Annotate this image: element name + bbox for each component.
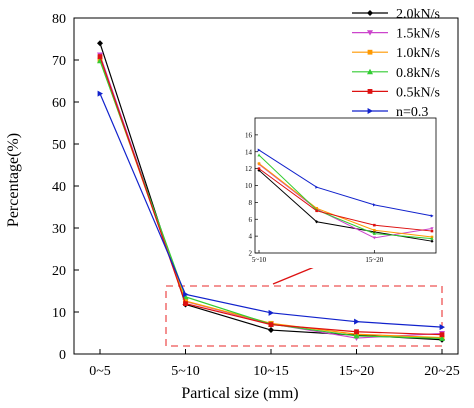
inset-data-point — [430, 237, 434, 240]
legend-marker — [367, 68, 373, 75]
x-tick-label: 15~20 — [339, 364, 375, 379]
inset-y-tick-label: 10 — [245, 182, 253, 190]
y-tick-label: 80 — [52, 12, 66, 27]
inset-data-point — [430, 214, 434, 218]
y-tick-label: 40 — [52, 180, 66, 195]
inset-y-tick-label: 16 — [245, 131, 253, 139]
inset-data-point — [372, 231, 376, 235]
legend-marker — [367, 108, 373, 114]
legend-label: 0.5kN/s — [396, 85, 440, 100]
legend: 2.0kN/s 1.5kN/s 1.0kN/s 0.8kN/s 0.5kN/s n=0.3 — [352, 7, 440, 120]
inset-x-tick-label: 15~20 — [365, 256, 383, 264]
data-point — [97, 40, 103, 47]
legend-marker — [367, 30, 373, 36]
inset-data-point — [257, 167, 261, 170]
data-point — [268, 327, 274, 334]
inset-y-tick-label: 12 — [245, 165, 253, 173]
zoom-box — [165, 285, 443, 347]
plot-area: 0 10 20 30 40 50 60 70 80 0~5 5~10 10~15 15~20 20~25 — [52, 12, 460, 379]
inset-x-tick-label: 5~10 — [252, 256, 267, 264]
data-point — [354, 329, 359, 335]
y-tick-label: 50 — [52, 138, 66, 153]
inset-data-point — [430, 235, 434, 239]
data-point — [439, 335, 445, 341]
data-point — [268, 322, 274, 327]
legend-marker — [367, 89, 373, 94]
data-point — [439, 332, 445, 338]
y-tick-label: 30 — [52, 222, 66, 237]
x-tick-label: 0~5 — [89, 364, 111, 379]
inset-data-point — [373, 203, 376, 207]
inset-series-line — [258, 168, 433, 232]
inset-data-point — [257, 162, 261, 165]
inset-y-tick-label: 2 — [249, 250, 253, 258]
inset-data-point — [372, 236, 376, 240]
data-point — [354, 318, 360, 325]
inset-data-point — [315, 207, 318, 210]
data-point — [439, 324, 445, 331]
inset-series-line — [258, 149, 433, 217]
data-point — [183, 291, 189, 298]
inset-data-point — [315, 209, 318, 213]
inset-background — [210, 100, 456, 268]
data-point — [268, 309, 274, 316]
inset-series-line — [258, 154, 433, 240]
legend-label: n=0.3 — [396, 105, 428, 120]
inset-y-tick-label: 6 — [249, 216, 253, 224]
inset-series-line — [258, 163, 433, 238]
data-point — [97, 90, 103, 97]
legend-label: 1.5kN/s — [396, 27, 440, 42]
y-axis-label: Percentage(%) — [5, 133, 22, 227]
x-tick-label: 5~10 — [171, 364, 200, 379]
x-tick-label: 20~25 — [424, 364, 460, 379]
inset-data-point — [315, 220, 319, 224]
y-tick-label: 10 — [52, 306, 66, 321]
legend-marker — [367, 49, 373, 55]
inset-chart: 2 4 6 8 10 12 14 16 5~10 15~20 — [210, 100, 456, 268]
series-layer — [97, 40, 445, 343]
data-point — [97, 54, 103, 60]
inset-data-point — [257, 148, 261, 152]
legend-label: 0.8kN/s — [396, 66, 440, 81]
legend-label: 1.0kN/s — [396, 46, 440, 61]
data-point — [183, 298, 188, 304]
inset-data-point — [373, 228, 376, 232]
x-tick-label: 10~15 — [253, 364, 289, 379]
inset-data-point — [430, 239, 434, 243]
y-tick-label: 60 — [52, 96, 66, 111]
inset-data-point — [315, 185, 319, 189]
y-tick-label: 0 — [59, 348, 66, 363]
legend-marker — [367, 10, 373, 16]
inset-data-point — [257, 153, 261, 157]
inset-series-layer — [257, 148, 434, 243]
y-tick-label: 70 — [52, 54, 66, 69]
inset-data-point — [430, 229, 434, 233]
inset-y-tick-label: 14 — [245, 148, 253, 156]
legend-label: 2.0kN/s — [396, 7, 440, 22]
data-point — [183, 301, 188, 306]
inset-data-point — [430, 227, 434, 231]
inset-y-tick-label: 4 — [249, 233, 253, 241]
x-axis-label: Partical size (mm) — [181, 385, 298, 402]
y-tick-label: 20 — [52, 264, 66, 279]
inset-y-tick-label: 8 — [249, 199, 253, 207]
inset-data-point — [373, 223, 376, 227]
data-point — [353, 332, 360, 339]
